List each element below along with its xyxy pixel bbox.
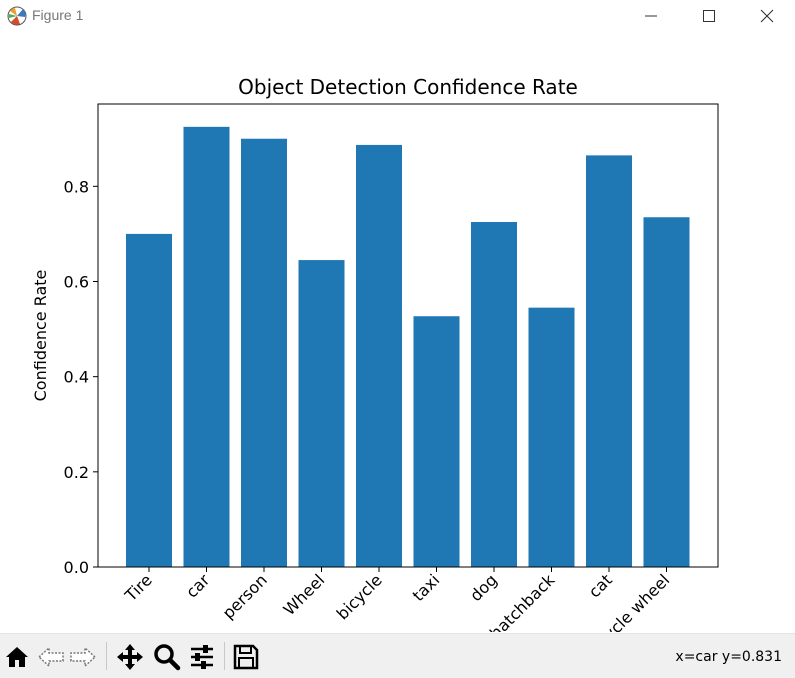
forward-button[interactable] — [69, 643, 97, 671]
x-tick-label: Wheel — [279, 570, 328, 619]
bar-tire — [126, 233, 172, 567]
back-icon — [37, 646, 64, 668]
bar-cat — [586, 155, 632, 567]
x-tick-label: dog — [466, 570, 501, 605]
bar-taxi — [413, 316, 460, 567]
save-icon — [233, 644, 259, 670]
configure-subplots-button[interactable] — [188, 643, 216, 671]
close-button[interactable] — [738, 0, 795, 32]
zoom-icon — [154, 644, 181, 671]
x-tick-label: taxi — [409, 570, 444, 605]
home-icon — [6, 647, 28, 667]
x-tick-label: cat — [585, 570, 616, 601]
navigation-toolbar: x=car y=0.831 — [0, 633, 795, 678]
configure-subplots-icon — [191, 645, 213, 669]
minimize-button[interactable] — [622, 0, 680, 32]
close-icon — [760, 9, 774, 23]
pan-icon — [117, 644, 143, 670]
bar-dog — [471, 222, 517, 567]
chart-title: Object Detection Confidence Rate — [238, 75, 578, 99]
toolbar-separator — [224, 642, 225, 670]
bar-person — [241, 138, 287, 568]
minimize-icon — [645, 15, 657, 17]
pan-button[interactable] — [116, 643, 144, 671]
zoom-button[interactable] — [153, 643, 181, 671]
y-tick-label: 0.4 — [64, 368, 89, 387]
bar-wheel — [298, 260, 345, 567]
y-tick-label: 0.8 — [64, 177, 89, 196]
bar-chart: 0.0 0.2 0.4 0.6 0.8 Tire car person Wheel bicycl… — [31, 75, 719, 660]
window-title: Figure 1 — [32, 7, 84, 23]
bar-bicycle — [356, 144, 402, 567]
x-tick-label: hatchback — [486, 570, 559, 632]
y-tick-label: 0.2 — [64, 463, 89, 482]
x-tick-label: Tire — [121, 570, 156, 605]
bar-car — [183, 126, 230, 567]
matplotlib-app-icon — [7, 6, 27, 26]
y-axis-label: Confidence Rate — [31, 270, 50, 402]
home-button[interactable] — [3, 643, 31, 671]
bar-hatchback — [528, 307, 575, 567]
back-button[interactable] — [37, 643, 65, 671]
x-tick-label: car — [182, 570, 214, 602]
y-tick-label: 0.0 — [64, 558, 89, 577]
maximize-icon — [703, 10, 715, 22]
save-button[interactable] — [232, 643, 260, 671]
maximize-button[interactable] — [680, 0, 738, 32]
forward-icon — [70, 646, 97, 668]
x-tick-label: bicycle — [333, 570, 386, 623]
cursor-coordinates: x=car y=0.831 — [675, 649, 782, 665]
bar-bicycle-wheel — [643, 217, 690, 567]
y-tick-label: 0.6 — [64, 272, 89, 291]
toolbar-separator — [106, 642, 107, 670]
x-tick-label: person — [219, 570, 271, 622]
axes-frame — [97, 103, 719, 568]
figure-canvas[interactable]: 0.0 0.2 0.4 0.6 0.8 Tire car person Wheel bicycl… — [0, 32, 795, 660]
title-bar: Figure 1 — [0, 0, 795, 32]
